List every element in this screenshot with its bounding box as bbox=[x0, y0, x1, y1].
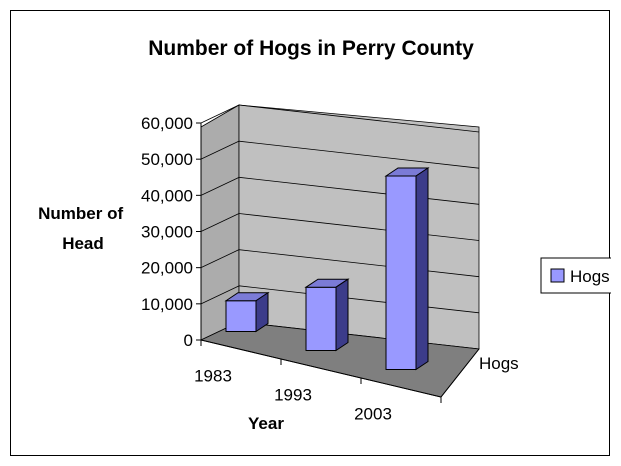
gridline-side bbox=[200, 176, 240, 196]
gridline-back bbox=[238, 140, 480, 169]
x-tick-label: 1983 bbox=[194, 367, 232, 386]
x-axis-line bbox=[200, 339, 442, 398]
bar-front-1993 bbox=[305, 286, 337, 351]
y-tick-label: 30,000 bbox=[141, 223, 193, 242]
bar-front-1983 bbox=[225, 300, 257, 332]
x-axis: 1983 1993 2003 bbox=[194, 339, 480, 424]
y-tick-label: 10,000 bbox=[141, 295, 193, 314]
depth-axis-label: Hogs bbox=[479, 354, 519, 373]
chart-title: Number of Hogs in Perry County bbox=[148, 37, 474, 60]
legend-label: Hogs bbox=[570, 267, 610, 286]
bar-chart-3d: Number of Hogs in Perry County 0 10,000 20… bbox=[38, 37, 611, 433]
bars bbox=[224, 167, 430, 371]
x-tick-label: 2003 bbox=[354, 405, 392, 424]
y-tick-label: 20,000 bbox=[141, 259, 193, 278]
gridline-back bbox=[238, 213, 480, 241]
y-tick-label: 0 bbox=[184, 331, 193, 350]
gridline-side bbox=[200, 285, 240, 305]
gridline-side bbox=[200, 249, 240, 269]
legend: Hogs bbox=[540, 257, 611, 294]
y-tick-label: 60,000 bbox=[141, 114, 193, 133]
bar-side-1993 bbox=[335, 278, 349, 352]
gridline-back bbox=[238, 249, 480, 278]
chart-walls bbox=[199, 104, 480, 398]
gridline-side bbox=[200, 213, 240, 232]
bar-side-1983 bbox=[255, 291, 269, 333]
y-tick-label: 40,000 bbox=[141, 186, 193, 205]
gridline-back bbox=[238, 104, 480, 133]
y-axis-title-line1: Number of bbox=[38, 204, 123, 223]
y-axis-title: Number of Head bbox=[38, 204, 128, 253]
gridline-side bbox=[200, 104, 240, 124]
x-tick-label: 1993 bbox=[274, 386, 312, 405]
gridlines bbox=[200, 104, 480, 314]
gridline-back bbox=[238, 285, 480, 314]
legend-swatch bbox=[550, 268, 565, 283]
gridline-back bbox=[238, 176, 480, 205]
y-axis-title-line2: Head bbox=[62, 234, 104, 253]
y-tick-label: 50,000 bbox=[141, 150, 193, 169]
chart-area: Number of Hogs in Perry County 0 10,000 20… bbox=[10, 10, 611, 456]
y-axis: 0 10,000 20,000 30,000 40,000 50,000 60,000 bbox=[141, 114, 202, 350]
bar-front-2003 bbox=[385, 175, 417, 370]
depth-axis-line bbox=[440, 348, 480, 398]
gridline-side bbox=[200, 140, 240, 160]
x-axis-title: Year bbox=[248, 414, 284, 433]
bar-side-2003 bbox=[415, 167, 429, 371]
